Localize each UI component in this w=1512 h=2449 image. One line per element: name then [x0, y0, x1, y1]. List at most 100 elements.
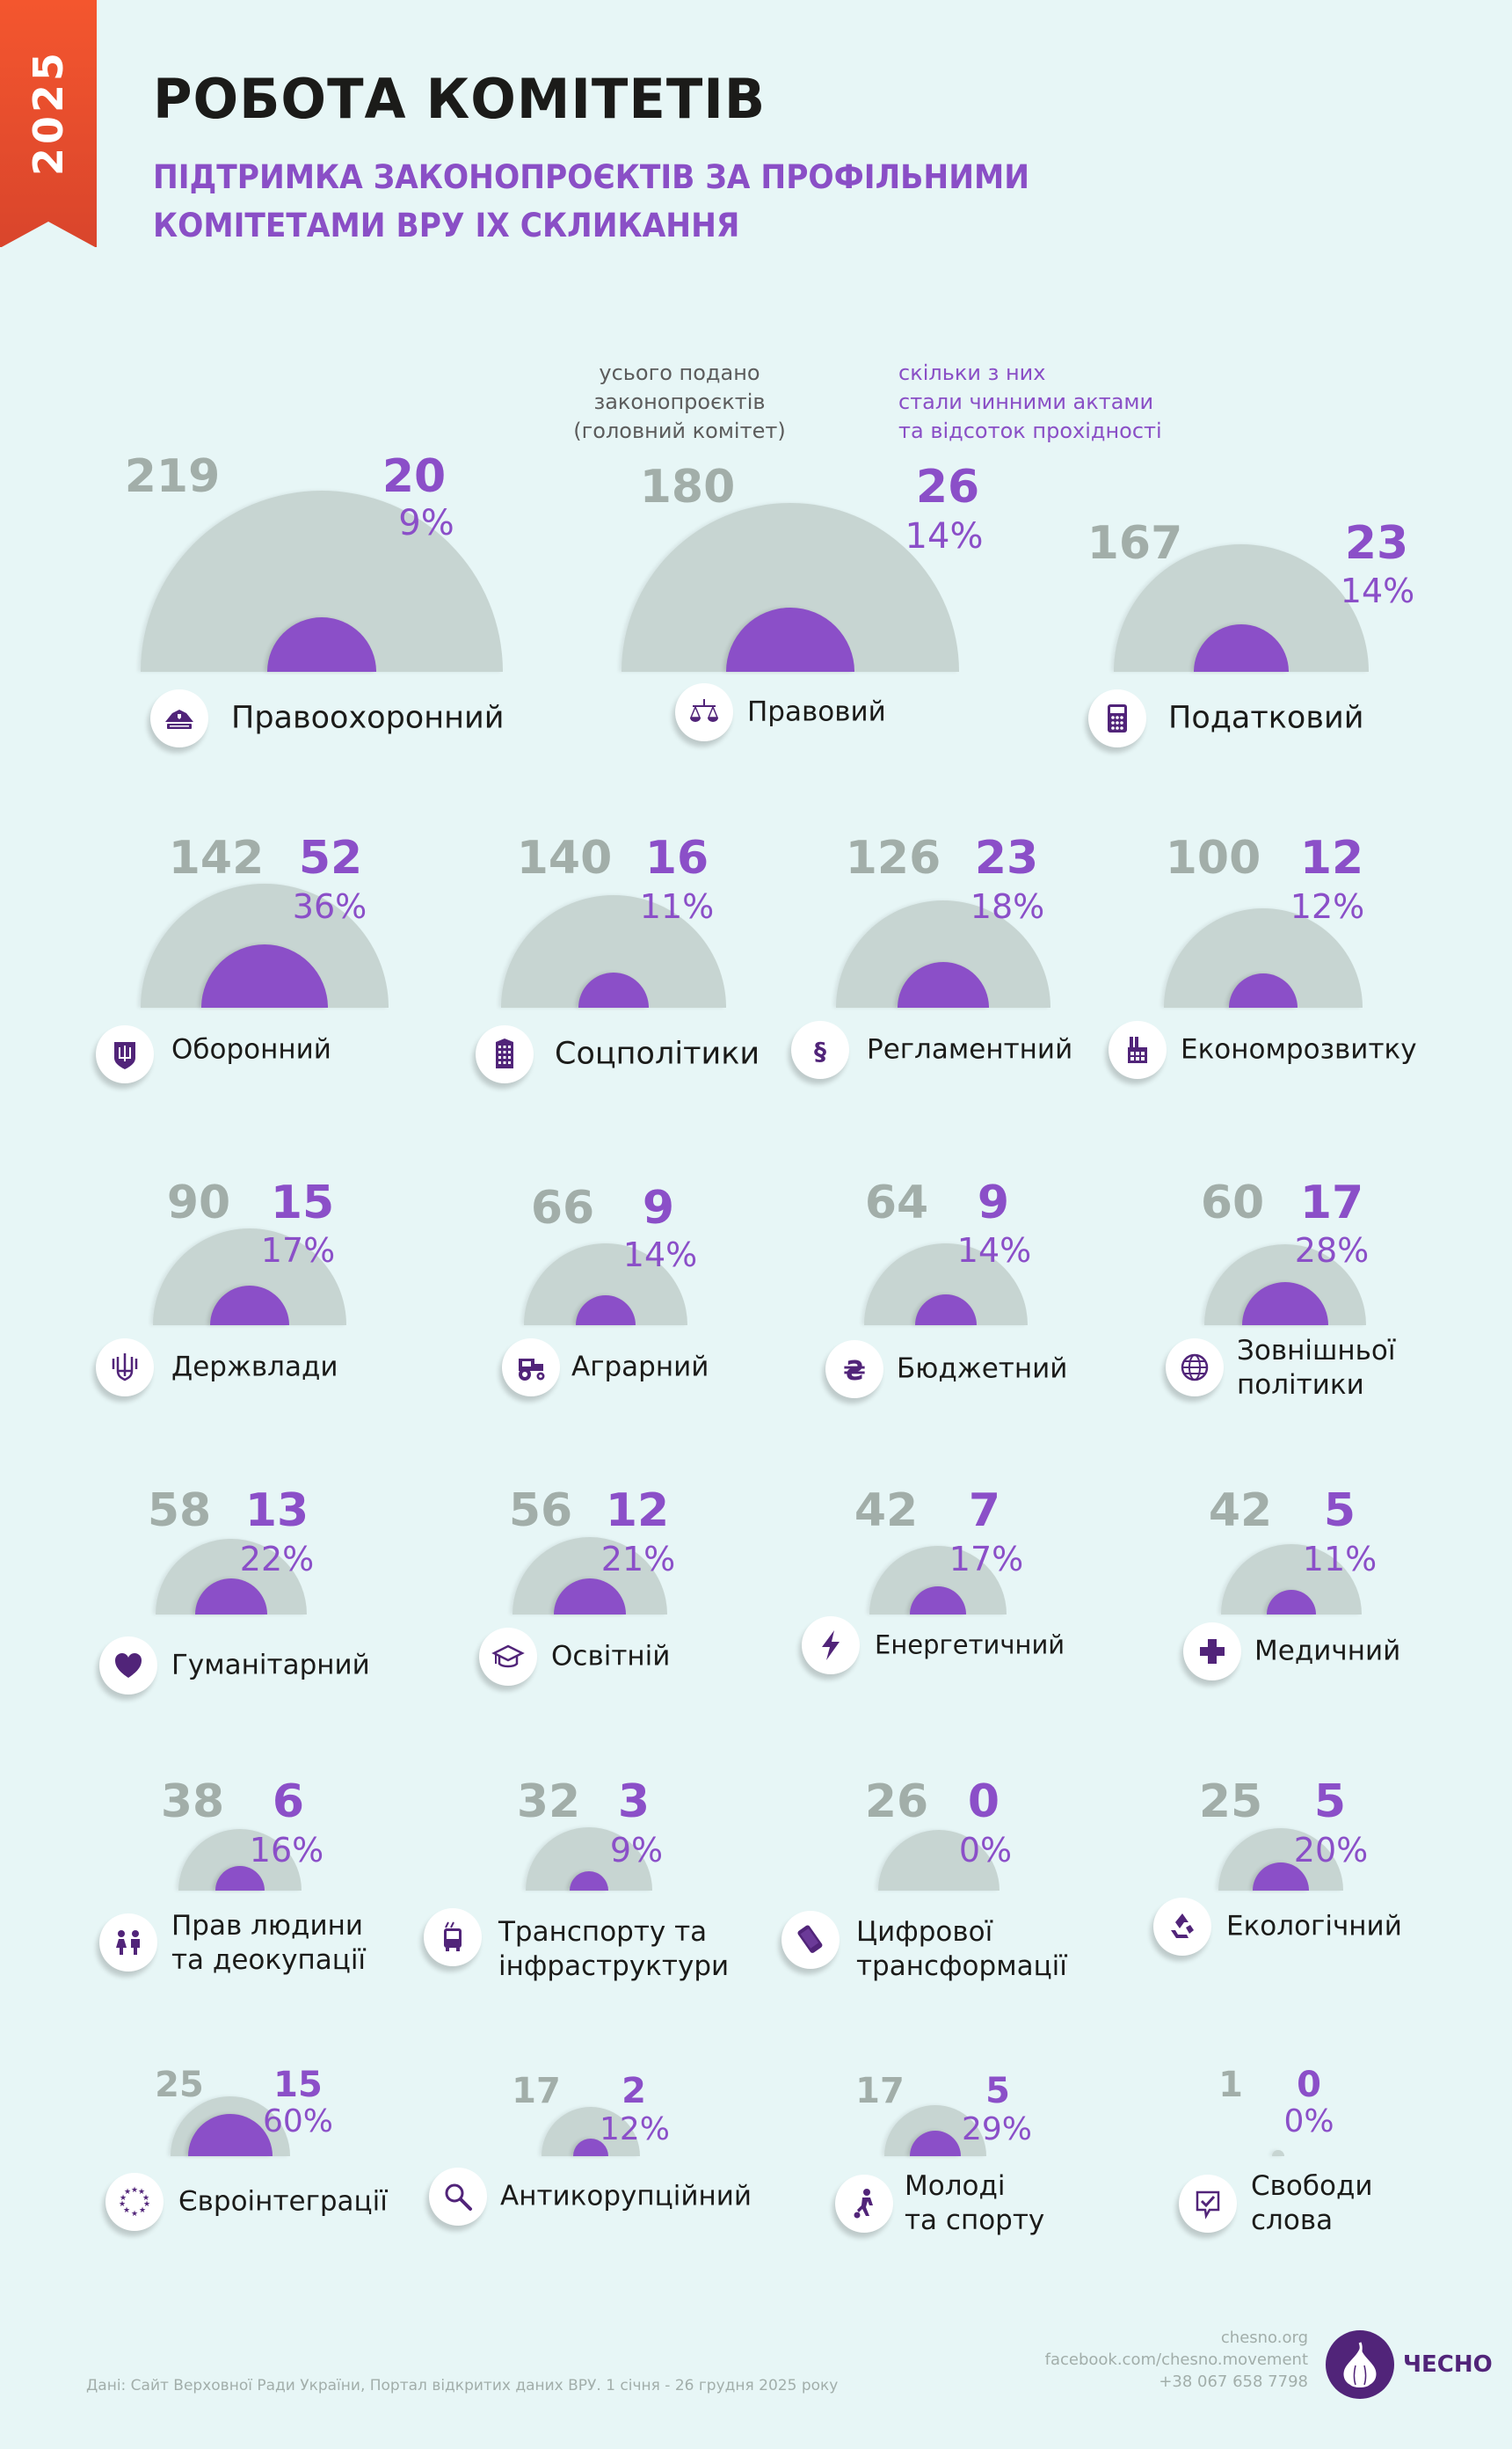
passed-count: 23	[1344, 517, 1409, 570]
passed-count: 3	[617, 1775, 651, 1828]
trolleybus-icon	[424, 1908, 482, 1966]
pass-rate: 14%	[1340, 572, 1415, 610]
total-count: 126	[845, 832, 941, 885]
committee-name: Зовнішньої політики	[1237, 1334, 1395, 1403]
calculator-icon	[1088, 689, 1146, 747]
ribbon-notch	[0, 222, 97, 248]
lightning-icon	[802, 1616, 860, 1674]
total-count: 42	[1208, 1484, 1273, 1537]
factory-icon	[1109, 1021, 1167, 1079]
total-count: 1	[1218, 2065, 1243, 2105]
committee-name-line: Енергетичний	[875, 1629, 1065, 1660]
website-link[interactable]: chesno.org	[1220, 2329, 1308, 2347]
pass-rate: 20%	[1293, 1831, 1369, 1870]
committee-name: Прав людини та деокупації	[171, 1909, 366, 1978]
facebook-link[interactable]: facebook.com/chesno.movement	[1044, 2351, 1308, 2369]
legend-passed-line: стали чинними актами	[898, 390, 1154, 414]
committee-name: Соцполітики	[555, 1037, 760, 1072]
total-count: 58	[147, 1484, 212, 1537]
pass-rate: 12%	[599, 2111, 671, 2147]
committee-name-line: Прав людини	[171, 1910, 364, 1942]
committee-name: Держвлади	[171, 1351, 338, 1385]
passed-count: 13	[244, 1484, 309, 1537]
committee-name-line: Антикорупційний	[500, 2180, 752, 2212]
committee-name: Регламентний	[867, 1033, 1072, 1068]
committee-name: Освітній	[551, 1640, 670, 1674]
tractor-icon	[502, 1338, 560, 1396]
svg-text:★: ★	[143, 2200, 150, 2209]
committee-name-line: Зовнішньої	[1237, 1335, 1396, 1367]
passed-count: 5	[1313, 1775, 1347, 1828]
legend-total-line: усього подано	[599, 361, 760, 385]
total-count: 64	[864, 1177, 929, 1229]
committee-name: Молоді та спорту	[905, 2169, 1044, 2238]
committee-name-line: політики	[1237, 1369, 1364, 1401]
chesno-garlic-logo-icon	[1326, 2330, 1394, 2399]
paragraph-icon: §	[791, 1021, 849, 1079]
svg-text:★: ★	[123, 2206, 130, 2215]
recycle-icon	[1153, 1898, 1211, 1956]
building-icon	[476, 1025, 534, 1083]
svg-text:★: ★	[131, 2210, 138, 2219]
total-count: 32	[516, 1775, 581, 1828]
committee-name: Аграрний	[571, 1351, 709, 1385]
globe-icon	[1166, 1338, 1224, 1396]
committee-name-line: Транспорту та	[498, 1916, 708, 1948]
pass-rate: 14%	[622, 1235, 698, 1274]
pass-rate: 60%	[262, 2103, 334, 2139]
committee-name-line: Гуманітарний	[171, 1649, 370, 1681]
committee-name: Антикорупційний	[500, 2180, 752, 2214]
legend-total-note: усього подано законопроєктів (головний к…	[548, 359, 811, 446]
committee-name-line: Регламентний	[867, 1033, 1073, 1066]
committee-name: Гуманітарний	[171, 1649, 370, 1683]
passed-semicircle	[573, 2139, 608, 2156]
committee-name-line: Медичний	[1254, 1635, 1401, 1667]
committee-name-line: Держвлади	[171, 1351, 338, 1383]
contact-block: chesno.org facebook.com/chesno.movement …	[1045, 2327, 1308, 2393]
pass-rate: 18%	[970, 887, 1045, 926]
svg-text:★: ★	[138, 2188, 145, 2197]
passed-count: 26	[915, 461, 980, 514]
total-count: 38	[160, 1775, 225, 1828]
committee-name: Бюджетний	[897, 1352, 1067, 1387]
legend-passed-line: та відсоток прохідності	[898, 419, 1162, 443]
passed-count: 5	[1323, 1484, 1356, 1537]
passed-count: 23	[974, 832, 1039, 885]
committee-name-line: Свободи	[1251, 2170, 1373, 2202]
graduation-cap-icon	[479, 1628, 537, 1686]
pass-rate: 28%	[1294, 1231, 1370, 1270]
smartphone-icon	[781, 1911, 840, 1969]
passed-count: 52	[298, 832, 363, 885]
heart-icon	[99, 1636, 157, 1695]
committee-name: Екологічний	[1226, 1910, 1402, 1944]
committee-name-line: Оборонний	[171, 1033, 331, 1066]
total-count: 26	[864, 1775, 929, 1828]
page-title: РОБОТА КОМІТЕТІВ	[153, 67, 767, 131]
total-count: 140	[516, 832, 613, 885]
committee-name: Правовий	[747, 696, 886, 730]
svg-text:★: ★	[139, 2206, 146, 2215]
passed-count: 7	[968, 1484, 1001, 1537]
magnifier-icon	[429, 2168, 487, 2226]
passed-count: 0	[1297, 2065, 1321, 2105]
committee-name-line: Євроінтеграції	[178, 2185, 388, 2218]
svg-text:★: ★	[142, 2194, 149, 2203]
svg-text:★: ★	[131, 2186, 138, 2195]
pass-rate: 12%	[1290, 887, 1365, 926]
phone-number: +38 067 658 7798	[1159, 2372, 1308, 2391]
svg-text:★: ★	[124, 2188, 131, 2197]
pass-rate: 21%	[600, 1540, 676, 1578]
year-label: 2025	[25, 48, 72, 177]
total-count: 142	[168, 832, 265, 885]
total-count: 90	[166, 1177, 231, 1229]
committee-name-line: Бюджетний	[897, 1352, 1068, 1385]
pass-rate: 36%	[292, 887, 367, 926]
total-count: 42	[854, 1484, 919, 1537]
page-subtitle-line-2: КОМІТЕТАМИ ВРУ ІХ СКЛИКАННЯ	[153, 207, 740, 244]
passed-count: 16	[644, 832, 709, 885]
trident-icon	[96, 1338, 154, 1396]
passed-count: 2	[622, 2071, 646, 2111]
committee-name: Цифрової трансформації	[856, 1915, 1067, 1984]
passed-count: 9	[977, 1177, 1010, 1229]
svg-text:★: ★	[119, 2200, 126, 2209]
